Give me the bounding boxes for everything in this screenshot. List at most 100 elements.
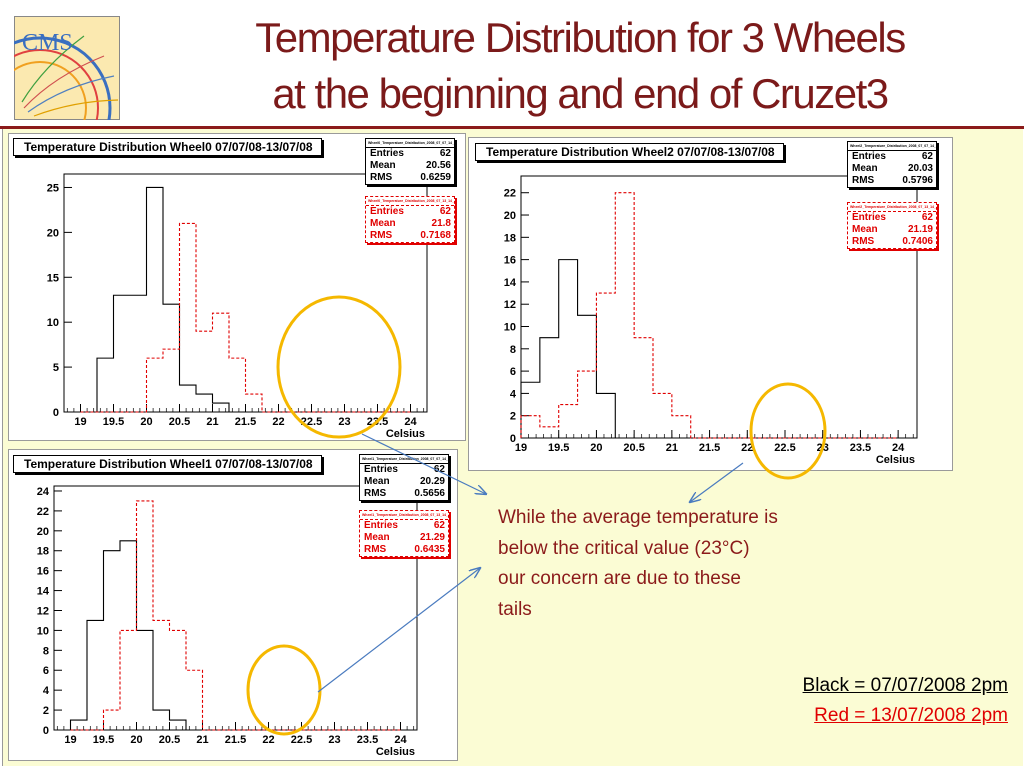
y-tick-label: 24 [37,486,50,498]
stats-box-black: Wheel0_Temperature_Distribution_2008_07_… [365,138,455,185]
stats-rms: 0.7168 [420,230,451,241]
x-tick-label: 22 [262,734,274,746]
histogram-wheel0: 0 5 10 15 20 25 19 19.5 20 20.5 21 21.5 22 22.5 23 23.5… [8,133,466,441]
x-tick-label: 20.5 [159,734,180,746]
y-tick-label: 20 [47,227,59,239]
x-tick-label: 24 [394,734,407,746]
y-tick-label: 2 [43,705,49,717]
y-tick-label: 5 [53,362,59,374]
histogram-wheel1-title: Temperature Distribution Wheel1 07/07/08… [13,455,322,473]
y-tick-label: 2 [510,411,516,423]
x-tick-label: 23 [328,734,340,746]
y-tick-label: 6 [510,366,516,378]
stats-rms: 0.5656 [414,488,445,499]
title-divider [0,126,1024,129]
y-tick-label: 14 [37,586,50,598]
x-tick-label: 23 [817,442,829,454]
stats-header: Wheel1_Temperature_Distribution_2008_07_… [360,455,448,464]
y-tick-label: 0 [510,433,516,445]
x-tick-label: 22.5 [301,416,322,428]
stats-mean: 20.03 [907,163,933,174]
x-tick-label: 23.5 [367,416,388,428]
y-tick-label: 25 [47,182,59,194]
stats-entries: 62 [921,151,933,162]
stats-box-black: Wheel2_Temperature_Distribution_2008_07_… [847,141,937,188]
stats-entries: 62 [921,212,933,223]
x-tick-label: 19.5 [93,734,114,746]
stats-rms: 0.6435 [414,544,445,555]
y-tick-label: 8 [43,645,49,657]
stats-mean: 20.29 [419,476,445,487]
x-tick-label: 22 [741,442,753,454]
stats-box-red: Wheel0_Temperature_Distribution_2008_07_… [365,196,455,243]
y-tick-label: 15 [47,272,59,284]
x-axis-label: Celsius [876,454,915,466]
x-tick-label: 19 [515,442,527,454]
stats-header: Wheel1_Temperature_Distribution_2008_07_… [360,511,448,520]
stats-mean: 20.56 [425,160,451,171]
y-tick-label: 4 [510,388,517,400]
x-tick-label: 21 [196,734,208,746]
title-line-2: at the beginning and end of Cruzet3 [272,70,889,117]
y-tick-label: 18 [37,546,49,558]
y-tick-label: 14 [504,277,517,289]
y-tick-label: 0 [43,725,49,737]
y-tick-label: 8 [510,344,516,356]
page-title: Temperature Distribution for 3 Wheels at… [140,10,1020,122]
x-tick-label: 23.5 [850,442,871,454]
y-tick-label: 20 [37,526,49,538]
x-axis-label: Celsius [376,746,415,758]
y-tick-label: 12 [37,605,49,617]
x-tick-label: 24 [404,416,417,428]
stats-box-red: Wheel1_Temperature_Distribution_2008_07_… [359,510,449,557]
x-tick-label: 22 [272,416,284,428]
stats-entries: 62 [433,520,445,531]
x-tick-label: 22.5 [291,734,312,746]
stats-mean: 21.19 [907,224,933,235]
stats-mean: 21.8 [431,218,451,229]
svg-text:CMS: CMS [22,30,73,56]
y-tick-label: 0 [53,407,59,419]
x-tick-label: 21.5 [225,734,246,746]
x-tick-label: 22.5 [774,442,795,454]
x-tick-label: 21 [206,416,218,428]
y-tick-label: 20 [504,210,516,222]
x-tick-label: 20.5 [169,416,190,428]
stats-box-black: Wheel1_Temperature_Distribution_2008_07_… [359,454,449,501]
y-tick-label: 16 [504,255,516,267]
x-tick-label: 20 [140,416,152,428]
y-tick-label: 4 [43,685,50,697]
histogram-wheel2: 0 2 4 6 8 10 12 14 16 18 20 22 19 19.5 20 20.5 21 21.5 22 2… [468,137,953,471]
plot-frame [520,175,918,439]
x-tick-label: 23.5 [357,734,378,746]
stats-mean: 21.29 [419,532,445,543]
stats-entries: 62 [439,148,451,159]
stats-entries: 62 [439,206,451,217]
x-axis-label: Celsius [386,428,425,440]
stats-header: Wheel0_Temperature_Distribution_2008_07_… [366,139,454,148]
stats-rms: 0.6259 [420,172,451,183]
x-tick-label: 19.5 [103,416,124,428]
stats-header: Wheel2_Temperature_Distribution_2008_07_… [848,142,936,151]
x-tick-label: 20 [590,442,602,454]
histogram-wheel1: 0 2 4 6 8 10 12 14 16 18 20 22 24 19 19.5 20 20.5 21 21.5 2… [8,449,458,761]
histogram-series-red [70,500,401,731]
y-tick-label: 12 [504,299,516,311]
x-tick-label: 19 [74,416,86,428]
y-tick-label: 22 [504,188,516,200]
y-tick-label: 18 [504,232,516,244]
x-tick-label: 21.5 [699,442,720,454]
legend-black: Black = 07/07/2008 2pm [802,675,1008,696]
cms-logo: CMS [14,16,120,120]
y-tick-label: 10 [504,322,516,334]
stats-header: Wheel2_Temperature_Distribution_2008_07_… [848,203,936,212]
x-tick-label: 21.5 [235,416,256,428]
x-tick-label: 19 [64,734,76,746]
x-tick-label: 24 [892,442,905,454]
y-tick-label: 16 [37,566,49,578]
x-tick-label: 20.5 [623,442,644,454]
stats-header: Wheel0_Temperature_Distribution_2008_07_… [366,197,454,206]
y-tick-label: 10 [47,317,59,329]
stats-rms: 0.5796 [902,175,933,186]
